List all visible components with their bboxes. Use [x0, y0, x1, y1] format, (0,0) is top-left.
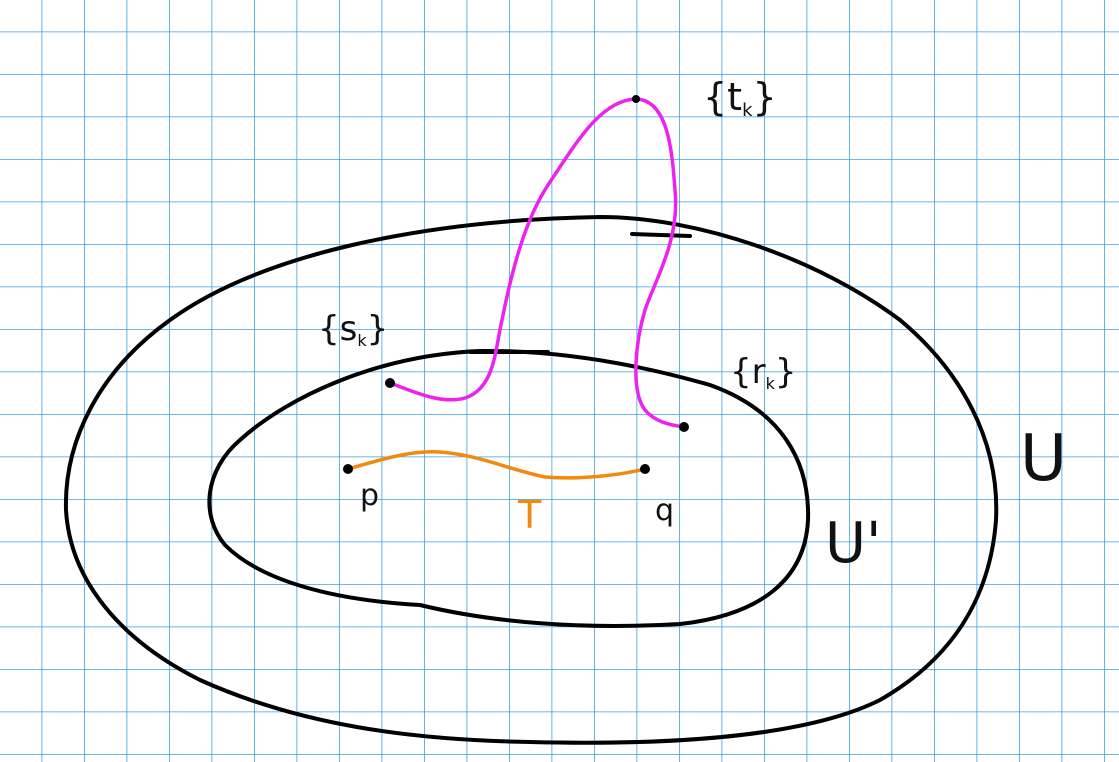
- label-U: U: [1020, 422, 1067, 496]
- point-p: [343, 464, 353, 474]
- label-p: p: [360, 478, 379, 513]
- inner-region-U-prime-boundary: [207, 348, 811, 628]
- label-s-sequence: {sk}: [318, 309, 388, 350]
- label-t-sequence: {tk}: [703, 75, 777, 121]
- outer-region-U-boundary: [63, 214, 999, 745]
- label-U-prime: U': [825, 511, 881, 576]
- label-r-sequence: {rk}: [730, 352, 797, 393]
- label-q: q: [655, 493, 674, 528]
- outer-boundary-overlap-stroke: [630, 232, 692, 238]
- label-T: T: [517, 493, 542, 537]
- point-t-k: [632, 95, 640, 103]
- path-T: [346, 449, 647, 480]
- point-s-k: [385, 378, 395, 388]
- point-r-k: [679, 422, 689, 432]
- point-q: [640, 464, 650, 474]
